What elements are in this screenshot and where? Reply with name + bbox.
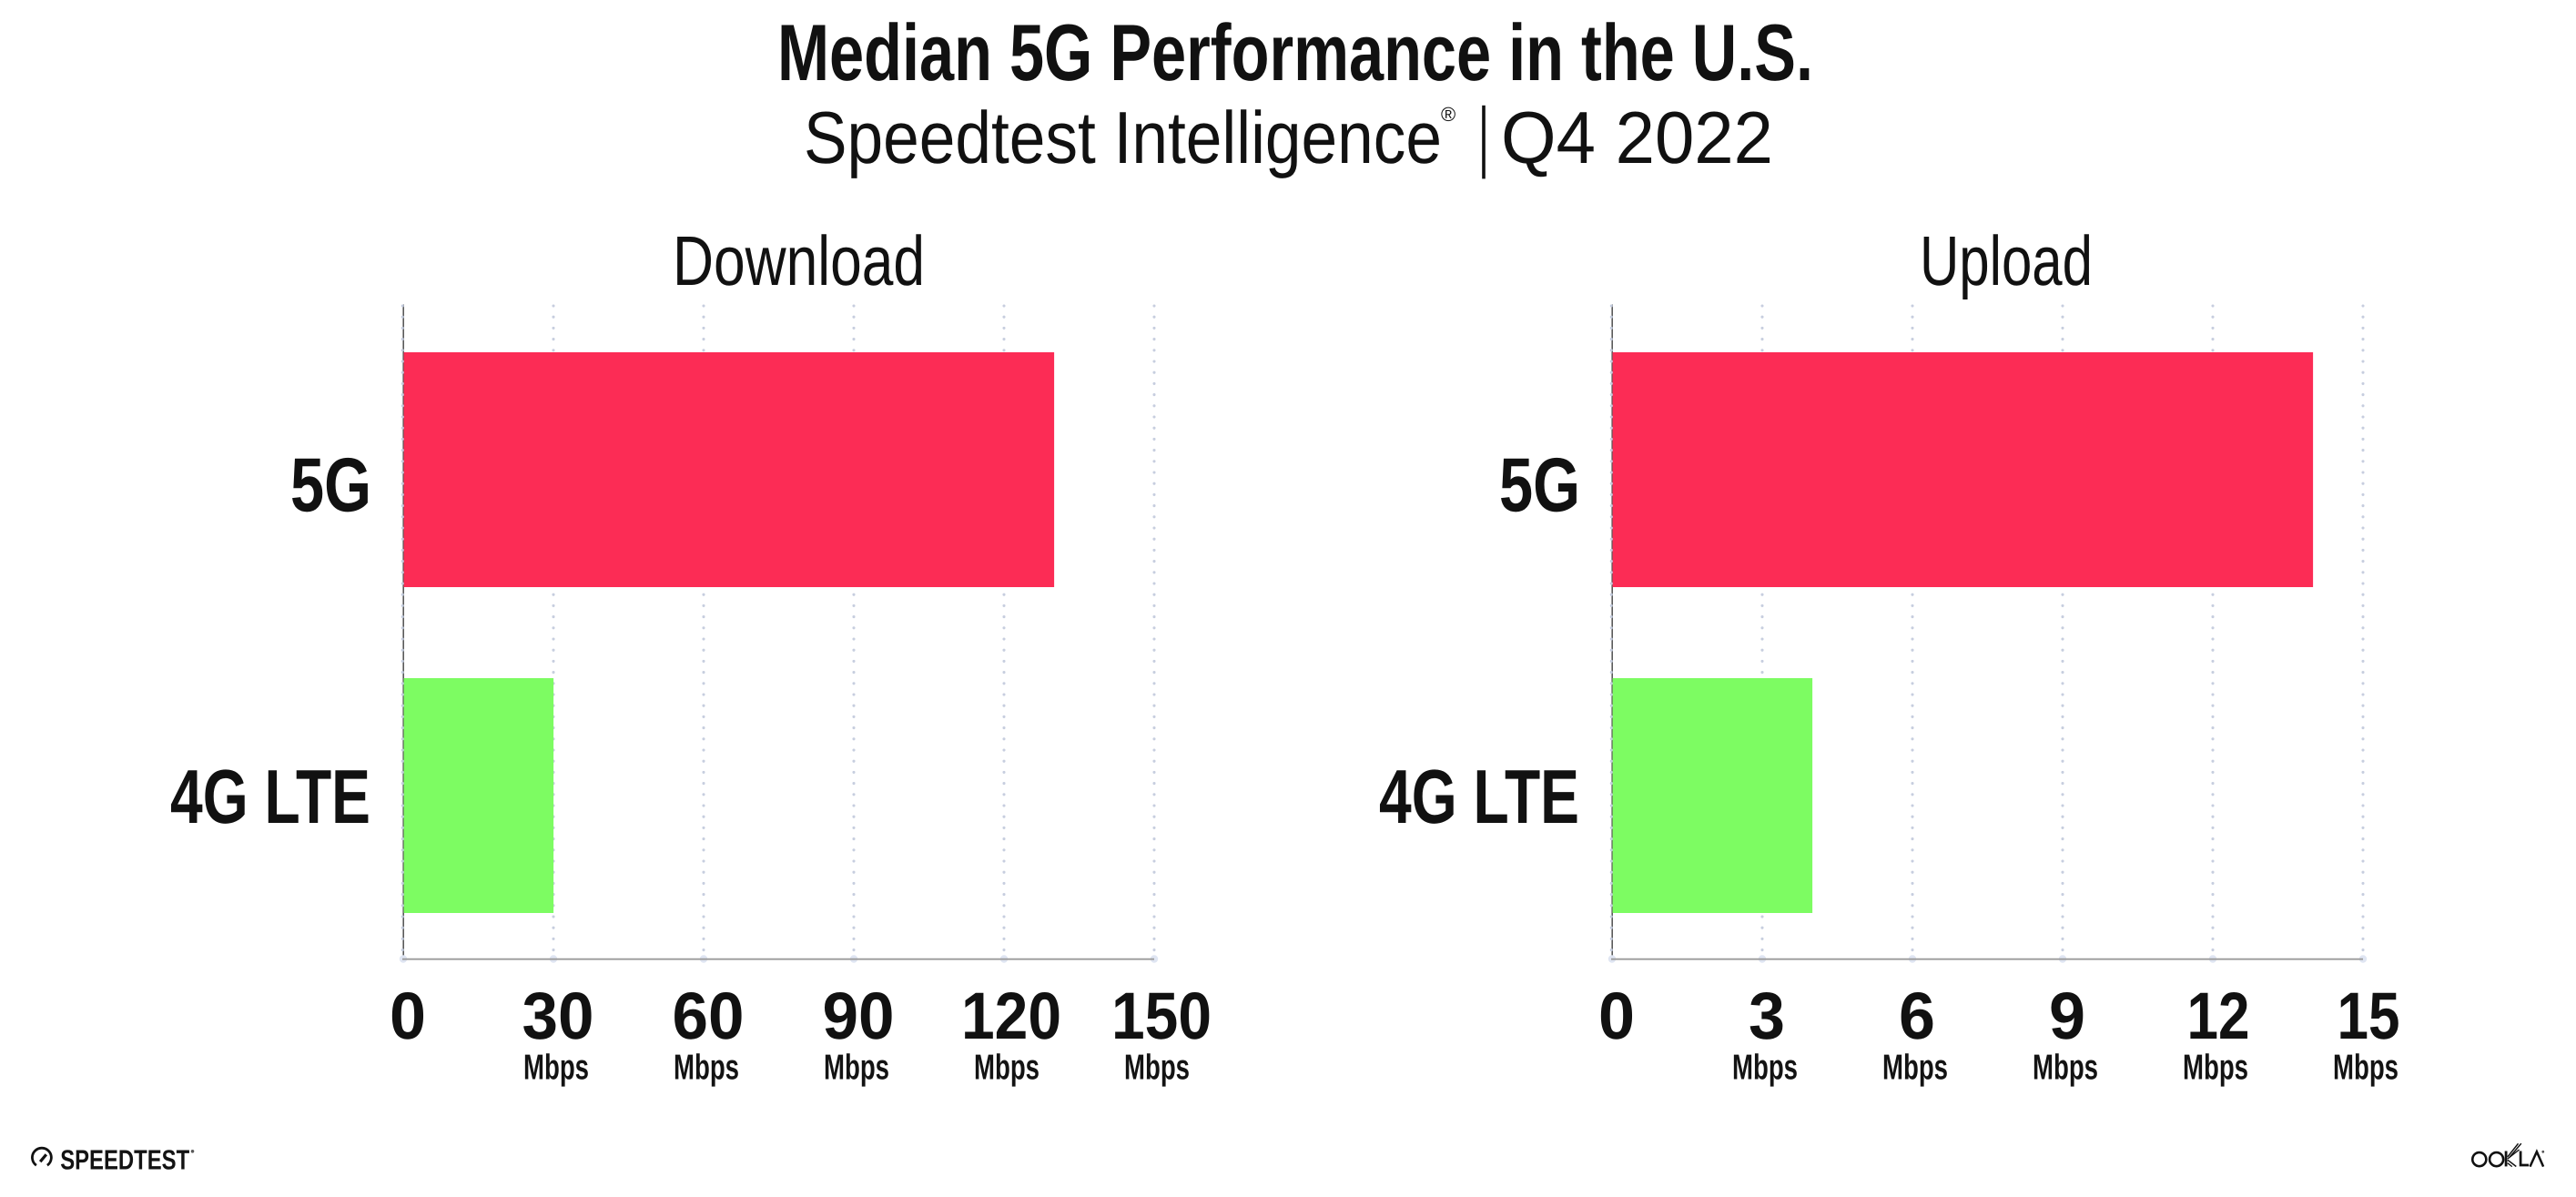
svg-text:Mbps: Mbps [1732,1049,1798,1088]
svg-text:SPEEDTEST: SPEEDTEST [60,1145,189,1176]
svg-text:Median 5G Performance in the U: Median 5G Performance in the U.S. [777,7,1813,97]
svg-text:9: 9 [2049,979,2085,1053]
svg-text:Mbps: Mbps [2033,1049,2098,1088]
svg-text:Mbps: Mbps [974,1049,1040,1088]
svg-text:®: ® [1441,103,1455,126]
svg-text:5G: 5G [1499,442,1580,528]
svg-text:90: 90 [823,979,895,1053]
svg-text:Mbps: Mbps [1124,1049,1190,1088]
svg-text:0: 0 [390,979,426,1053]
svg-text:150: 150 [1111,979,1212,1053]
svg-text:120: 120 [961,979,1061,1053]
svg-text:15: 15 [2338,979,2400,1053]
svg-text:Download: Download [673,222,925,300]
svg-text:12: 12 [2187,979,2250,1053]
svg-text:Mbps: Mbps [674,1049,739,1088]
svg-text:0: 0 [1598,979,1635,1053]
svg-text:Mbps: Mbps [824,1049,889,1088]
svg-text:Mbps: Mbps [2183,1049,2248,1088]
svg-text:Mbps: Mbps [1882,1049,1948,1088]
svg-text:30: 30 [522,979,594,1053]
svg-text:4G LTE: 4G LTE [1379,754,1579,839]
svg-text:3: 3 [1749,979,1785,1053]
svg-text:Speedtest Intelligence: Speedtest Intelligence [804,97,1442,179]
svg-text:Q4 2022: Q4 2022 [1501,97,1773,179]
svg-text:4G LTE: 4G LTE [170,754,370,839]
svg-text:Mbps: Mbps [523,1049,589,1088]
svg-text:5G: 5G [290,442,371,528]
svg-text:6: 6 [1899,979,1935,1053]
svg-text:60: 60 [673,979,745,1053]
svg-text:Mbps: Mbps [2333,1049,2399,1088]
svg-text:Upload: Upload [1920,222,2093,300]
